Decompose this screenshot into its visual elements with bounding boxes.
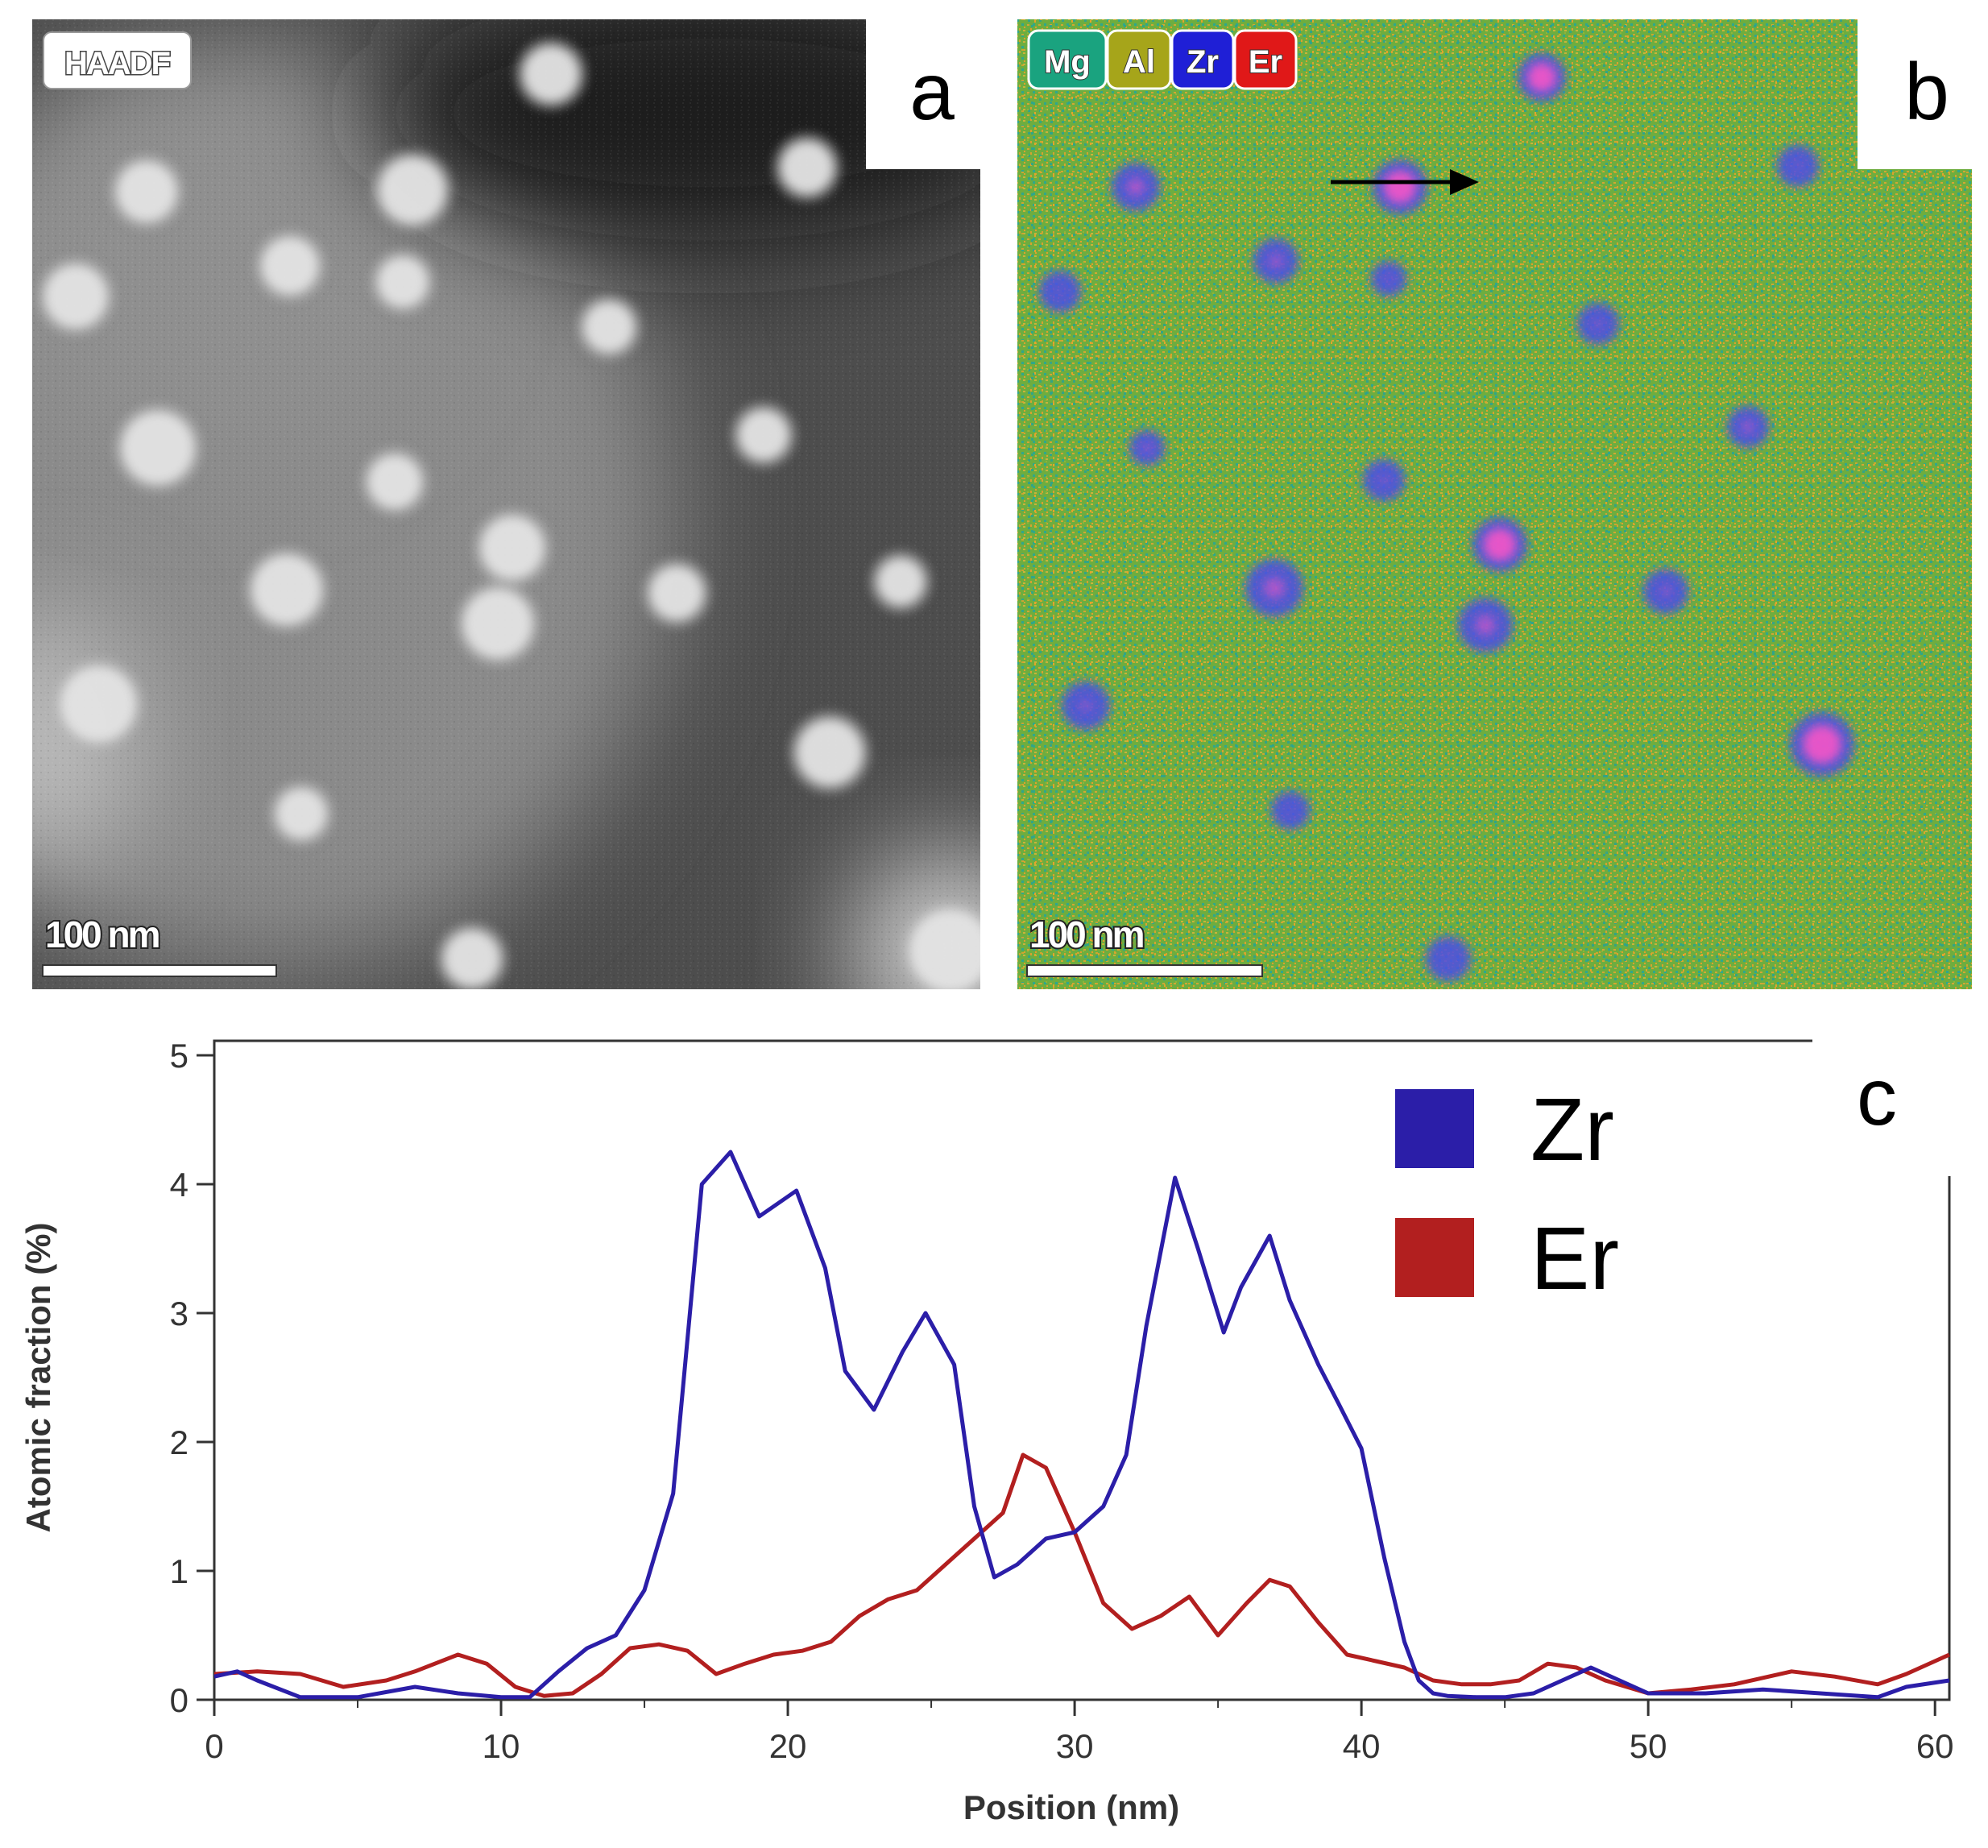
element-badge-label: Al — [1123, 44, 1155, 80]
eds-precipitate — [1458, 598, 1513, 653]
precipitate-spots — [37, 39, 980, 989]
x-tick-label: 60 — [1916, 1727, 1954, 1765]
haadf-precipitate — [643, 559, 710, 627]
y-tick-label: 0 — [170, 1681, 188, 1719]
y-tick-label: 1 — [170, 1552, 188, 1590]
x-tick-label: 40 — [1343, 1727, 1381, 1765]
panel-a-label-box — [866, 0, 980, 169]
plot-frame — [213, 1039, 1951, 1701]
eds-precipitate — [1363, 459, 1405, 501]
line-scan-arrow — [1331, 169, 1479, 195]
eds-precipitate — [1129, 430, 1165, 466]
haadf-precipitate — [437, 923, 507, 989]
x-tick-label: 50 — [1630, 1727, 1667, 1765]
plot-series — [213, 1150, 1951, 1700]
eds-precipitate — [1253, 238, 1298, 284]
haadf-precipitate — [371, 250, 435, 314]
haadf-precipitate — [577, 295, 641, 359]
panel-b-scale-bar — [1026, 964, 1263, 977]
y-axis: 0 1 2 3 4 5 — [170, 1037, 214, 1719]
legend-swatch — [1395, 1218, 1474, 1297]
eds-precipitate — [1472, 517, 1527, 572]
haadf-precipitate — [245, 548, 329, 632]
panel-a-letter: a — [909, 47, 955, 137]
element-badge-mg: Mg — [1027, 29, 1108, 90]
panel-c-letter: c — [1857, 1052, 1897, 1142]
panel-b-eds-map — [1017, 19, 1972, 989]
series-line-er — [213, 1452, 1951, 1698]
legend-label: Zr — [1530, 1080, 1614, 1179]
chart-legend: Zr Er — [1395, 1080, 1619, 1308]
haadf-precipitate — [516, 39, 586, 110]
element-badge-label: Mg — [1044, 44, 1091, 80]
y-tick-label: 5 — [170, 1037, 188, 1075]
y-tick-label: 2 — [170, 1423, 188, 1461]
haadf-precipitate — [37, 258, 114, 335]
element-badge-al: Al — [1106, 29, 1172, 90]
haadf-precipitate — [456, 582, 540, 665]
legend-entry-er: Er — [1395, 1209, 1619, 1308]
haadf-precipitate — [255, 230, 325, 301]
eds-precipitate — [1518, 53, 1566, 102]
panel-b-label-box — [1858, 0, 1988, 169]
haadf-precipitate — [789, 712, 870, 793]
eds-precipitate — [1062, 682, 1110, 730]
x-axis: 0 10 20 30 40 50 60 — [205, 1700, 1954, 1765]
eds-precipitate — [1271, 791, 1310, 830]
element-legend-badges: Mg Al Zr Er — [1027, 29, 1298, 90]
eds-precipitate — [1426, 936, 1471, 981]
x-tick-label: 10 — [483, 1727, 520, 1765]
panel-c-line-profile-chart: c 0 1 2 3 4 5 0 10 20 30 40 50 60 Atomic fraction (… — [19, 1031, 1954, 1826]
element-badge-label: Er — [1249, 44, 1282, 80]
haadf-precipitate — [53, 659, 143, 749]
eds-precipitate — [1039, 271, 1081, 313]
eds-precipitate — [1112, 163, 1160, 211]
eds-precipitate — [1577, 303, 1619, 345]
legend-label: Er — [1530, 1209, 1619, 1308]
panel-b-scale-label: 100 nm — [1029, 914, 1144, 955]
haadf-precipitate — [110, 155, 184, 229]
haadf-precipitate — [372, 150, 453, 230]
series-line-zr — [213, 1150, 1950, 1700]
legend-swatch — [1395, 1089, 1474, 1168]
y-tick-label: 3 — [170, 1295, 188, 1332]
haadf-precipitate — [361, 448, 429, 516]
haadf-badge — [43, 31, 192, 89]
haadf-precipitate — [773, 134, 841, 201]
x-axis-label: Position (nm) — [963, 1788, 1179, 1826]
element-badge-label: Zr — [1187, 44, 1219, 80]
panel-a-haadf-image — [32, 19, 980, 989]
haadf-precipitate — [731, 403, 796, 467]
y-axis-label: Atomic fraction (%) — [19, 1222, 57, 1532]
haadf-precipitate — [269, 781, 333, 846]
element-badge-zr: Zr — [1170, 29, 1235, 90]
eds-precipitate — [1777, 145, 1819, 187]
panel-b-letter: b — [1904, 47, 1949, 137]
x-tick-label: 30 — [1056, 1727, 1094, 1765]
panel-c-label-box — [1812, 1031, 1951, 1176]
haadf-precipitate — [902, 902, 980, 989]
eds-precipitate — [1643, 569, 1688, 614]
eds-precipitate — [1371, 261, 1406, 296]
panel-a-scale-label: 100 nm — [45, 914, 159, 955]
x-tick-label: 0 — [205, 1727, 223, 1765]
haadf-precipitate — [474, 509, 551, 586]
zr-er-precipitates — [1039, 53, 1854, 981]
eds-precipitate — [1790, 712, 1854, 777]
eds-precipitate — [1727, 406, 1769, 448]
haadf-badge-label: HAADF — [64, 46, 170, 81]
eds-precipitate — [1373, 160, 1427, 214]
legend-entry-zr: Zr — [1395, 1080, 1614, 1179]
haadf-precipitate — [114, 404, 201, 491]
eds-precipitate — [1245, 559, 1303, 617]
y-tick-label: 4 — [170, 1166, 188, 1204]
haadf-precipitate — [870, 551, 931, 612]
x-tick-label: 20 — [769, 1727, 807, 1765]
panel-a-scale-bar — [42, 964, 277, 977]
element-badge-er: Er — [1233, 29, 1298, 90]
